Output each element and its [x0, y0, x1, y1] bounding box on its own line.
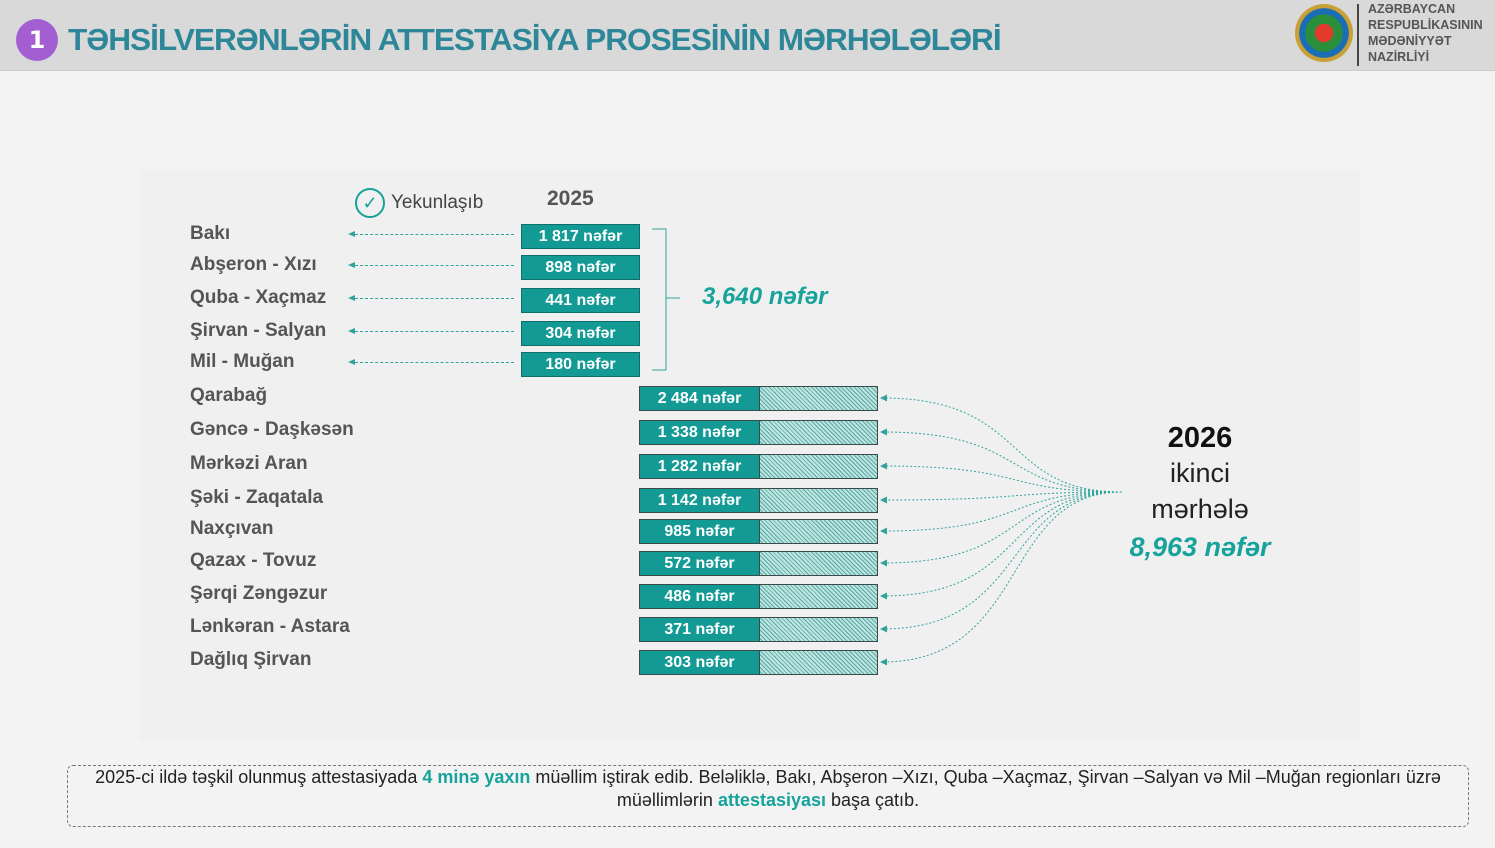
count-2026-bar: 1 282 nəfər	[639, 454, 878, 479]
connector-curve	[881, 491, 1123, 630]
region-label: Gəncə - Daşkəsən	[190, 419, 354, 440]
count-2025: 1 817 nəfər	[521, 224, 640, 249]
count-2026-bar: 572 nəfər	[639, 551, 878, 576]
ministry-line: MƏDƏNİYYƏT	[1368, 34, 1452, 48]
count-2026-bar: 303 nəfər	[639, 650, 878, 675]
connector-curve	[881, 491, 1123, 501]
region-label: Abşeron - Xızı	[190, 254, 317, 275]
count-2026: 371 nəfər	[640, 618, 760, 641]
year-2025: 2025	[547, 187, 594, 210]
region-label: Dağlıq Şirvan	[190, 649, 312, 670]
header: 1 TƏHSİLVERƏNLƏRİN ATTESTASİYA PROSESİNİ…	[0, 0, 1495, 71]
count-2025: 898 nəfər	[521, 255, 640, 280]
region-label: Bakı	[190, 223, 231, 244]
stage2-total: 8,963 nəfər	[1129, 532, 1271, 562]
arrow-left-icon	[348, 262, 514, 268]
arrow-left-icon	[880, 462, 887, 470]
region-label: Şəki - Zaqatala	[190, 487, 324, 508]
arrow-left-icon	[880, 496, 887, 504]
count-2026: 985 nəfər	[640, 520, 760, 543]
arrow-left-icon	[880, 658, 887, 666]
completed-status: ✓ Yekunlaşıb	[355, 188, 483, 218]
region-label: Mərkəzi Aran	[190, 453, 308, 474]
region-label: Şirvan - Salyan	[190, 320, 327, 341]
count-2026-bar: 486 nəfər	[639, 584, 878, 609]
region-label: Mil - Muğan	[190, 351, 295, 372]
count-2026: 2 484 nəfər	[640, 387, 760, 410]
page-title: TƏHSİLVERƏNLƏRİN ATTESTASİYA PROSESİNİN …	[68, 22, 1002, 57]
region-label: Lənkəran - Astara	[190, 616, 350, 637]
ministry-name: AZƏRBAYCAN RESPUBLİKASININ MƏDƏNİYYƏT NA…	[1368, 1, 1483, 65]
count-2025: 304 nəfər	[521, 321, 640, 346]
count-2026-bar: 985 nəfər	[639, 519, 878, 544]
stage1-total: 3,640 nəfər	[702, 283, 828, 310]
count-2026-bar: 371 nəfər	[639, 617, 878, 642]
count-2025: 180 nəfər	[521, 352, 640, 377]
count-2026-bar: 2 484 nəfər	[639, 386, 878, 411]
arrow-left-icon	[880, 527, 887, 535]
arrow-left-icon	[880, 559, 887, 567]
count-2026: 1 338 nəfər	[640, 421, 760, 444]
bracket	[652, 228, 680, 371]
region-label: Quba - Xaçmaz	[190, 287, 327, 308]
region-label: Qazax - Tovuz	[190, 550, 317, 571]
connector-curve	[881, 397, 1123, 493]
arrow-left-icon	[880, 625, 887, 633]
arrow-left-icon	[348, 359, 514, 365]
year-2026: 2026	[1167, 422, 1233, 454]
summary-note: 2025-ci ildə təşkil olunmuş attestasiyad…	[67, 765, 1469, 827]
note-text: 2025-ci ildə təşkil olunmuş attestasiyad…	[95, 767, 423, 787]
coat-of-arms-logo	[1295, 4, 1353, 62]
count-2026-bar: 1 338 nəfər	[639, 420, 878, 445]
count-2026-bar: 1 142 nəfər	[639, 488, 878, 513]
note-highlight: attestasiyası	[717, 790, 827, 810]
arrow-left-icon	[880, 592, 887, 600]
stage2-label: mərhələ	[1151, 494, 1249, 524]
connector-curve	[881, 491, 1123, 532]
arrow-left-icon	[348, 328, 514, 334]
count-2026: 486 nəfər	[640, 585, 760, 608]
arrow-left-icon	[348, 295, 514, 301]
connector-curve	[881, 431, 1123, 493]
divider	[1357, 4, 1359, 66]
ministry-line: AZƏRBAYCAN	[1368, 2, 1456, 16]
note-text: başa çatıb.	[826, 790, 920, 810]
count-2026: 1 142 nəfər	[640, 489, 760, 512]
arrow-left-icon	[880, 428, 887, 436]
status-label: Yekunlaşıb	[391, 192, 484, 214]
arrow-left-icon	[880, 394, 887, 402]
region-label: Şərqi Zəngəzur	[190, 583, 328, 604]
count-2026: 1 282 nəfər	[640, 455, 760, 478]
region-label: Naxçıvan	[190, 518, 274, 539]
note-highlight: 4 minə yaxın	[422, 767, 531, 787]
count-2026: 303 nəfər	[640, 651, 760, 674]
ministry-line: RESPUBLİKASININ	[1368, 18, 1483, 32]
check-circle-icon: ✓	[355, 188, 385, 218]
arrow-left-icon	[348, 231, 514, 237]
region-label: Qarabağ	[190, 385, 268, 406]
connector-curve	[881, 491, 1123, 597]
connector-curve	[881, 491, 1123, 564]
count-2025: 441 nəfər	[521, 288, 640, 313]
count-2026: 572 nəfər	[640, 552, 760, 575]
ministry-line: NAZİRLİYİ	[1368, 50, 1430, 64]
stage2-label: ikinci	[1169, 458, 1230, 488]
step-badge: 1	[16, 19, 58, 61]
note-text: müəllim iştirak edib. Beləliklə, Bakı, A…	[530, 767, 1441, 810]
connector-curve	[881, 465, 1123, 493]
connector-curve	[881, 491, 1123, 663]
